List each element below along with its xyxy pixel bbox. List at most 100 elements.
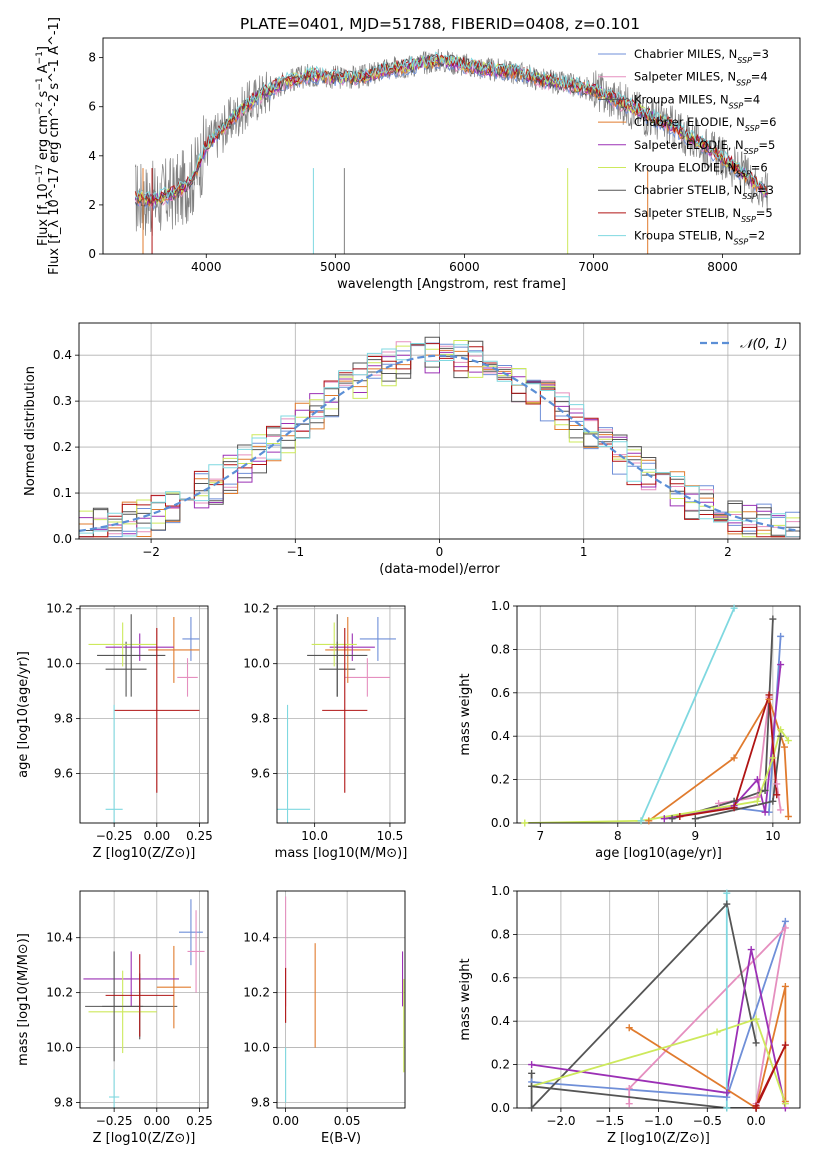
grid — [80, 891, 208, 1108]
x-axis-label: age [log10(age/yr)] — [595, 846, 722, 861]
x-tick-label: 2 — [724, 545, 732, 559]
plot-area — [134, 48, 769, 254]
legend-eq: =4 — [751, 70, 768, 84]
y-axis-label-part: Flux [f — [36, 205, 51, 246]
legend-eq: =5 — [756, 206, 773, 220]
x-tick-label: 0 — [436, 545, 444, 559]
y-tick-label: 0.6 — [491, 971, 510, 985]
y-axis-label-part: −1 — [35, 51, 45, 64]
axes-frame — [79, 605, 209, 824]
y-tick-label: 10.2 — [243, 986, 270, 1000]
x-axis-label: E(B-V) — [321, 1131, 361, 1146]
mass-weight-line — [531, 1085, 757, 1108]
legend-entry: Kroupa MILES, NSSP=4 — [634, 92, 760, 110]
panel-mass-weight-vs-Z: −2.0 −1.5 −1.0 −0.5 0.0 0.0 0.2 0.4 0.6 0.8 1.0 Z [… — [458, 884, 801, 1146]
y-axis-label: mass weight — [458, 673, 473, 755]
panel-mass-vs-EBV: 0.00 0.05 9.8 10.0 10.2 10.4 E(B-V) — [243, 890, 406, 1146]
mass-weight-marker — [765, 691, 773, 699]
x-tick-label: 0.25 — [186, 829, 213, 843]
legend-sub: SSP — [741, 214, 756, 223]
mass-weight-line — [628, 925, 787, 1104]
legend-eq: =6 — [751, 161, 768, 175]
legend-eq: =6 — [760, 115, 777, 129]
axes-frame — [78, 322, 801, 540]
mass-weight-line — [530, 902, 757, 1108]
plot-area — [277, 891, 405, 1108]
mass-weight-marker — [781, 982, 789, 990]
legend-eq: =5 — [758, 138, 775, 152]
y-tick-label: 4 — [88, 149, 96, 163]
mass-weight-marker — [773, 780, 781, 788]
mass-weight-marker — [753, 776, 761, 784]
legend-label: Salpeter ELODIE, N — [634, 138, 744, 152]
x-tick-label: 8 — [614, 829, 622, 843]
y-axis-label: Flux [fλ10−17 erg cm−2 s−1 A−1] — [35, 46, 55, 246]
mass-weight-marker — [761, 786, 769, 794]
y-axis-label-part: A — [36, 64, 51, 77]
mass-weight-marker — [781, 1100, 789, 1108]
y-tick-label: 0 — [88, 247, 96, 261]
mass-weight-marker — [780, 743, 788, 751]
legend-label: Kroupa ELODIE, N — [634, 161, 736, 175]
legend-eq: =3 — [757, 183, 774, 197]
legend-sub: SSP — [734, 237, 749, 246]
y-tick-label: 1.0 — [491, 884, 510, 898]
y-tick-label: 9.6 — [54, 767, 73, 781]
axes-frame — [102, 37, 801, 255]
x-tick-label: 10 — [765, 829, 780, 843]
mass-weight-marker — [660, 815, 668, 823]
mass-weight-marker — [723, 900, 731, 908]
x-axis-label: Z [log10(Z/Z⊙)] — [93, 1131, 196, 1146]
panel-age-vs-mass: 10.0 10.5 9.6 9.8 10.0 10.2 mass [log10(M/M⊙)] — [243, 602, 407, 861]
legend-sub: SSP — [744, 146, 759, 155]
mass-weight-marker — [781, 924, 789, 932]
legend-entry: Chabrier MILES, NSSP=3 — [634, 47, 769, 65]
x-tick-label: 8000 — [707, 260, 738, 274]
y-tick-label: 0.0 — [491, 1101, 510, 1115]
x-tick-label: 7000 — [578, 260, 609, 274]
x-tick-label: −1.0 — [644, 1114, 673, 1128]
legend-eq: =4 — [743, 92, 760, 106]
legend-label: Chabrier STELIB, N — [634, 183, 742, 197]
y-tick-label: 10.0 — [243, 657, 270, 671]
mass-weight-marker — [777, 661, 785, 669]
mass-weight-marker — [777, 732, 785, 740]
legend-sub: SSP — [737, 56, 752, 65]
x-tick-label: −0.25 — [96, 829, 133, 843]
y-tick-label: 0.4 — [53, 348, 72, 362]
plot-area — [79, 323, 800, 539]
legend-sub: SSP — [729, 101, 744, 110]
y-tick-label: 0.8 — [491, 927, 510, 941]
gaussian-curve — [79, 354, 800, 532]
mass-weight-marker — [521, 819, 529, 827]
y-tick-label: 0.0 — [491, 816, 510, 830]
legend-sub: SSP — [736, 169, 751, 178]
legend-entry: 𝒩(0, 1) — [740, 337, 787, 352]
mass-weight-marker — [668, 815, 676, 823]
y-tick-label: 9.8 — [54, 1096, 73, 1110]
mass-weight-marker — [625, 1024, 633, 1032]
x-tick-label: 1 — [580, 545, 588, 559]
mass-weight-marker — [730, 804, 738, 812]
y-axis-label-part: ] — [36, 46, 51, 51]
mass-weight-marker — [752, 1039, 760, 1047]
x-tick-label: 6000 — [449, 260, 480, 274]
y-tick-label: 10.0 — [46, 1041, 73, 1055]
figure-title: PLATE=0401, MJD=51788, FIBERID=0408, z=0… — [240, 15, 640, 33]
x-tick-label: 0.0 — [747, 1114, 766, 1128]
panel-spectrum: 4000 5000 6000 7000 8000 0 2 4 6 8 wavelength [Ang… — [35, 17, 801, 292]
legend-label: Kroupa MILES, N — [634, 92, 729, 106]
y-axis-label: Flux [f_λ 10^-17 erg cm^-2 s^-1 A^-1] — [47, 17, 62, 275]
mass-weight-marker — [777, 726, 785, 734]
y-tick-label: 9.8 — [54, 712, 73, 726]
mass-weight-marker — [781, 917, 789, 925]
legend-sub: SSP — [742, 192, 757, 201]
mass-weight-marker — [528, 1069, 536, 1077]
y-tick-label: 8 — [88, 51, 96, 65]
mass-weight-marker — [528, 1104, 536, 1112]
x-tick-label: −2 — [142, 545, 160, 559]
legend-sub: SSP — [736, 78, 751, 87]
y-tick-label: 2 — [88, 198, 96, 212]
y-tick-label: 0.6 — [491, 686, 510, 700]
